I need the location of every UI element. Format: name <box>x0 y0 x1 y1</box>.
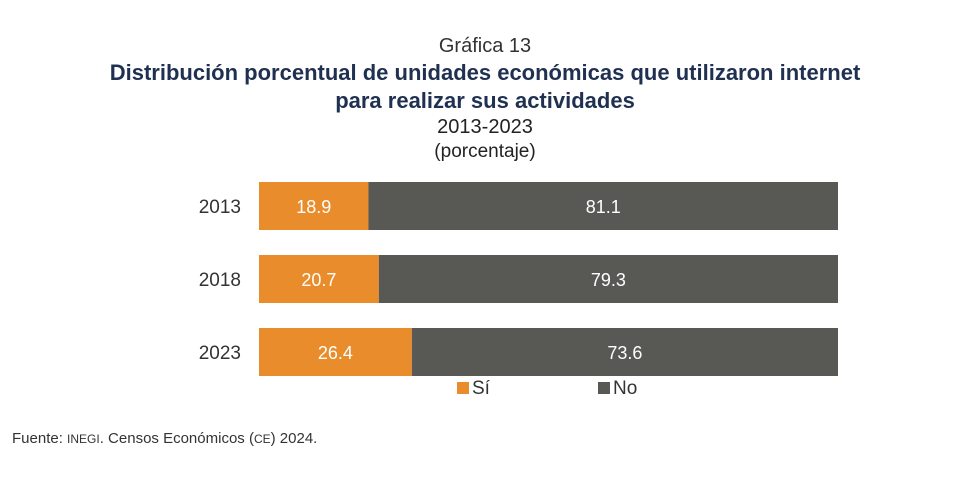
data-label: 81.1 <box>586 197 621 217</box>
bar-segment-si <box>259 182 369 230</box>
data-label: 18.9 <box>296 197 331 217</box>
chart-header: Gráfica 13 Distribución porcentual de un… <box>0 34 970 163</box>
chart-title-line-1: Distribución porcentual de unidades econ… <box>109 60 861 85</box>
source-middle: . Censos Económicos ( <box>99 430 254 447</box>
stacked-bar-chart: 2013 18.9 81.1 2018 20.7 79.3 2023 26.4 73.6 Sí No <box>199 182 838 399</box>
bar-segment-si <box>259 328 412 376</box>
category-tick-label: 2013 <box>199 197 241 218</box>
legend-label: No <box>613 378 637 399</box>
legend-swatch <box>598 382 610 394</box>
source-note: Fuente: INEGI. Censos Económicos (CE) 20… <box>12 430 317 447</box>
source-abbr: CE <box>253 432 271 446</box>
source-org: INEGI <box>67 432 100 446</box>
bar-segment-si <box>259 255 379 303</box>
data-label: 73.6 <box>607 343 642 363</box>
bar-segment-no <box>378 255 838 303</box>
category-tick-label: 2023 <box>199 343 241 364</box>
data-label: 26.4 <box>318 343 353 363</box>
chart-number: Gráfica 13 <box>438 35 532 57</box>
chart-title-line-2: para realizar sus actividades <box>335 88 635 113</box>
category-tick-label: 2018 <box>199 270 241 291</box>
data-label: 79.3 <box>591 270 626 290</box>
chart-units: (porcentaje) <box>434 141 536 162</box>
legend-label: Sí <box>472 378 491 399</box>
source-suffix: ) 2024. <box>270 430 318 447</box>
bar-segment-no <box>411 328 838 376</box>
chart-period: 2013-2023 <box>437 116 533 138</box>
bar-segment-no <box>368 182 838 230</box>
legend-swatch <box>457 382 469 394</box>
source-prefix: Fuente: <box>12 430 68 447</box>
data-label: 20.7 <box>301 270 336 290</box>
